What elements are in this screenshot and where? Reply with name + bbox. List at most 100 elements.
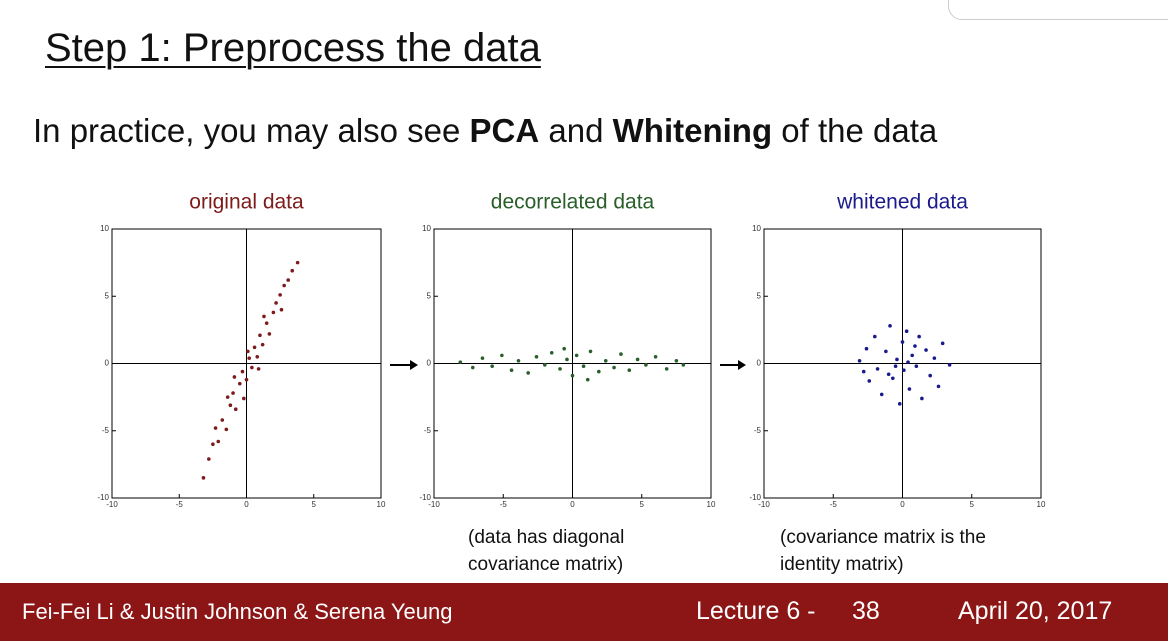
point	[279, 307, 284, 312]
point	[290, 268, 295, 273]
point	[924, 348, 928, 352]
x-tick-label: -10	[106, 500, 118, 509]
caption-line: (covariance matrix is the	[780, 527, 986, 548]
caption: (covariance matrix is the identity matrix…	[780, 524, 986, 578]
point	[895, 357, 899, 362]
point	[282, 283, 286, 288]
point	[256, 367, 261, 371]
x-tick-label: -5	[176, 500, 184, 509]
y-tick-label: 0	[105, 359, 110, 368]
point	[664, 367, 669, 371]
point	[258, 333, 262, 338]
point	[897, 402, 902, 406]
subtitle-text: and	[548, 112, 604, 149]
subtitle-text: of the data	[781, 112, 938, 149]
lecture: Lecture 6 -	[696, 597, 816, 625]
y-tick-label: 10	[100, 224, 109, 233]
point	[891, 376, 895, 381]
point	[932, 356, 937, 360]
arrow	[720, 360, 746, 370]
point	[237, 381, 242, 386]
caption-line: covariance matrix)	[468, 554, 624, 575]
point	[271, 310, 276, 315]
point	[470, 365, 475, 370]
chart-title: whitened data	[836, 191, 968, 214]
point	[247, 356, 251, 360]
x-tick-label: 5	[640, 500, 645, 509]
point	[242, 396, 246, 401]
point	[674, 359, 679, 363]
y-tick-label: 0	[757, 359, 762, 368]
subtitle-text: In practice, you may also see	[33, 112, 461, 149]
slide-title: Step 1: Preprocess the data	[45, 26, 541, 70]
point	[201, 476, 206, 480]
x-tick-label: -5	[830, 500, 838, 509]
point	[893, 364, 898, 368]
point	[216, 439, 221, 444]
point	[612, 365, 616, 370]
caption-line: (data has diagonal	[468, 527, 625, 548]
point	[252, 345, 257, 350]
point	[906, 360, 910, 364]
point	[213, 426, 218, 430]
footer: Fei-Fei Li & Justin Johnson & Serena Yeu…	[0, 583, 1168, 641]
point	[581, 364, 586, 368]
y-tick-label: -5	[754, 426, 762, 435]
subtitle-bold: Whitening	[612, 112, 773, 149]
point	[861, 369, 866, 374]
y-tick-label: 5	[427, 291, 432, 300]
point	[543, 363, 547, 367]
point	[458, 360, 463, 364]
subtitle-bold: PCA	[469, 112, 540, 149]
point	[225, 395, 230, 399]
point	[220, 418, 225, 422]
x-tick-label: 10	[1037, 500, 1046, 509]
point	[904, 329, 909, 334]
point	[250, 365, 254, 370]
point	[864, 346, 869, 351]
point	[232, 375, 237, 379]
point	[913, 344, 917, 348]
point	[886, 372, 891, 377]
y-tick-label: 10	[752, 224, 761, 233]
x-tick-label: 5	[970, 500, 975, 509]
x-tick-label: -10	[758, 500, 770, 509]
point	[936, 384, 941, 389]
point	[233, 407, 238, 412]
point	[928, 373, 932, 378]
point	[644, 363, 648, 367]
point	[867, 379, 872, 383]
y-tick-label: 0	[427, 359, 432, 368]
point	[264, 321, 269, 325]
date: April 20, 2017	[958, 597, 1113, 625]
point	[534, 354, 539, 359]
point	[231, 391, 235, 395]
point	[902, 368, 906, 373]
y-tick-label: -10	[749, 493, 761, 502]
point	[244, 377, 249, 382]
point	[884, 349, 888, 354]
caption-line: identity matrix)	[780, 554, 904, 575]
page-number: 38	[852, 597, 880, 625]
point	[585, 377, 590, 382]
x-tick-label: 5	[312, 500, 317, 509]
arrow	[390, 360, 418, 370]
point	[570, 373, 575, 378]
point	[500, 353, 504, 358]
point	[211, 442, 215, 447]
x-tick-label: 0	[244, 500, 249, 509]
point	[295, 260, 300, 265]
point	[526, 371, 530, 375]
x-tick-label: 0	[570, 500, 575, 509]
point	[286, 278, 290, 282]
point	[635, 357, 640, 362]
x-tick-label: 10	[377, 500, 386, 509]
point	[228, 403, 233, 407]
point	[588, 349, 593, 354]
point	[490, 364, 494, 368]
point	[262, 314, 266, 319]
overlay-box	[948, 0, 1168, 20]
y-tick-label: -5	[102, 426, 110, 435]
point	[873, 334, 877, 339]
